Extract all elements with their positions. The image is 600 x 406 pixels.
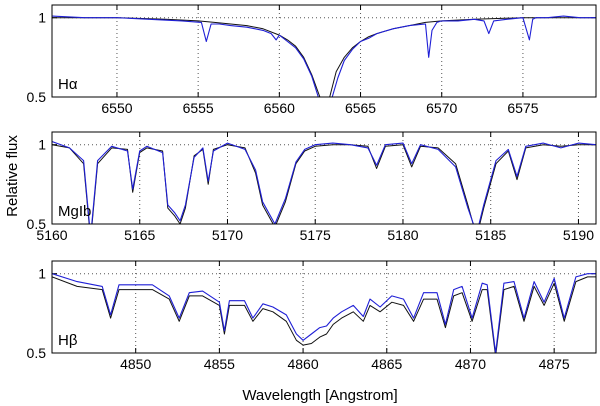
x-tick-label: 4875	[539, 356, 570, 372]
x-tick-label: 4865	[371, 356, 402, 372]
observed-spectrum-line	[52, 273, 596, 353]
panel-1: 6550 6555 6560 6565 6570 6575 0.5 1 Hα	[27, 4, 597, 116]
plot-frame	[51, 260, 597, 354]
x-tick-label: 5190	[563, 227, 594, 243]
x-tick-label: 6550	[101, 100, 132, 116]
x-tick-label: 6565	[345, 100, 376, 116]
x-tick-label: 5185	[475, 227, 506, 243]
x-tick-label: 5175	[300, 227, 331, 243]
series-group	[52, 15, 596, 97]
y-tick-label: 0.5	[27, 89, 47, 105]
series-group	[52, 140, 596, 224]
x-tick-label: 6560	[264, 100, 295, 116]
x-tick-label: 4870	[455, 356, 486, 372]
x-tick-label: 4860	[287, 356, 318, 372]
x-tick-label: 5170	[212, 227, 243, 243]
x-tick-label: 5160	[36, 227, 67, 243]
panel-2: 5160 5165 5170 5175 5180 5185 5190 0.5 1 MgIb	[27, 131, 597, 243]
panel-label: Hβ	[58, 332, 78, 349]
y-tick-label: 0.5	[27, 216, 47, 232]
x-axis-title: Wavelength [Angstrom]	[242, 387, 397, 404]
x-tick-label: 6570	[426, 100, 457, 116]
y-tick-label: 1	[38, 266, 46, 282]
x-tick-label: 6575	[507, 100, 538, 116]
model-spectrum-line	[52, 144, 596, 224]
panel-3: 4850 4855 4860 4865 4870 4875 0.5 1 Hβ	[27, 260, 597, 372]
panel-label: Hα	[58, 76, 78, 93]
x-tick-label: 6555	[183, 100, 214, 116]
y-tick-label: 0.5	[27, 345, 47, 361]
plot-frame	[51, 131, 597, 225]
observed-spectrum-line	[52, 15, 596, 97]
y-tick-label: 1	[38, 137, 46, 153]
x-tick-label: 5165	[124, 227, 155, 243]
x-tick-label: 4855	[204, 356, 235, 372]
model-spectrum-line	[52, 276, 596, 353]
series-group	[52, 273, 596, 353]
x-tick-label: 5180	[387, 227, 418, 243]
panel-label: MgIb	[58, 203, 91, 220]
y-tick-label: 1	[38, 10, 46, 26]
plot-frame	[51, 4, 597, 98]
x-tick-label: 4850	[120, 356, 151, 372]
y-axis-title: Relative flux	[4, 135, 21, 217]
observed-spectrum-line	[52, 140, 596, 224]
